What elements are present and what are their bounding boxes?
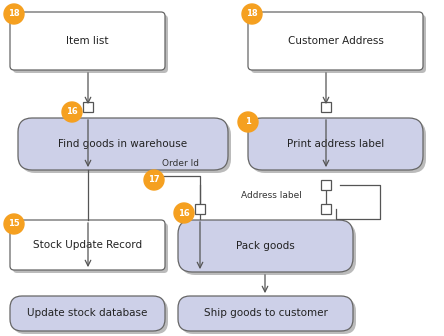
FancyBboxPatch shape xyxy=(10,12,165,70)
Text: 16: 16 xyxy=(66,108,78,117)
FancyBboxPatch shape xyxy=(10,220,165,270)
Circle shape xyxy=(238,112,258,132)
Circle shape xyxy=(62,102,82,122)
Text: 18: 18 xyxy=(246,9,258,18)
Text: Stock Update Record: Stock Update Record xyxy=(33,240,142,250)
FancyBboxPatch shape xyxy=(178,220,353,272)
FancyBboxPatch shape xyxy=(13,223,168,273)
Text: Address label: Address label xyxy=(241,191,302,200)
Text: 15: 15 xyxy=(8,219,20,228)
Circle shape xyxy=(174,203,194,223)
FancyBboxPatch shape xyxy=(248,118,423,170)
Bar xyxy=(83,102,93,112)
FancyBboxPatch shape xyxy=(248,12,423,70)
Text: 17: 17 xyxy=(148,175,160,184)
Text: Find goods in warehouse: Find goods in warehouse xyxy=(59,139,187,149)
FancyBboxPatch shape xyxy=(181,223,356,275)
FancyBboxPatch shape xyxy=(251,121,426,173)
Circle shape xyxy=(144,170,164,190)
FancyBboxPatch shape xyxy=(21,121,231,173)
FancyBboxPatch shape xyxy=(181,299,356,334)
Bar xyxy=(195,204,205,214)
FancyBboxPatch shape xyxy=(13,299,168,334)
Circle shape xyxy=(242,4,262,24)
FancyBboxPatch shape xyxy=(10,296,165,331)
Text: Pack goods: Pack goods xyxy=(236,241,295,251)
FancyBboxPatch shape xyxy=(13,15,168,73)
Text: Customer Address: Customer Address xyxy=(288,36,384,46)
FancyBboxPatch shape xyxy=(178,296,353,331)
Text: 1: 1 xyxy=(245,118,251,126)
Text: Ship goods to customer: Ship goods to customer xyxy=(203,308,327,319)
Text: Item list: Item list xyxy=(66,36,109,46)
Text: Update stock database: Update stock database xyxy=(28,308,148,319)
Text: 18: 18 xyxy=(8,9,20,18)
Text: Order Id: Order Id xyxy=(162,159,199,168)
FancyBboxPatch shape xyxy=(251,15,426,73)
Bar xyxy=(321,180,331,190)
Circle shape xyxy=(4,214,24,234)
Bar xyxy=(321,204,331,214)
Text: Print address label: Print address label xyxy=(287,139,384,149)
Circle shape xyxy=(4,4,24,24)
FancyBboxPatch shape xyxy=(18,118,228,170)
Bar xyxy=(321,102,331,112)
Text: 16: 16 xyxy=(178,209,190,217)
